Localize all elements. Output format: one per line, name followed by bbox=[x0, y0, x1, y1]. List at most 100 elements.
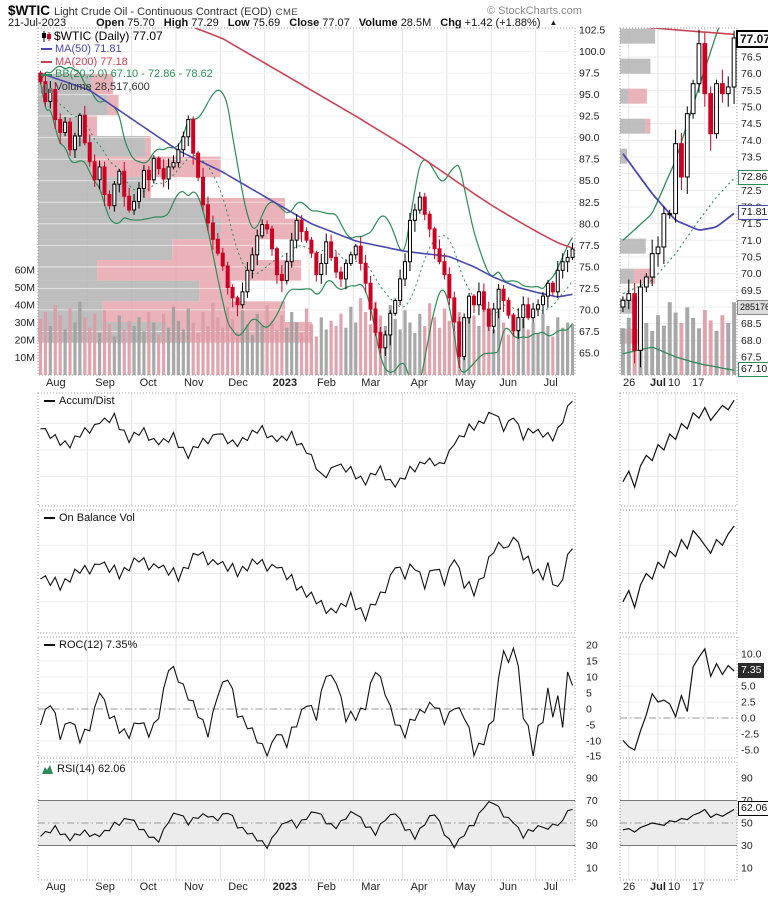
svg-text:0: 0 bbox=[586, 704, 592, 716]
svg-text:10: 10 bbox=[586, 863, 598, 875]
ticker-symbol: $WTIC bbox=[8, 3, 50, 18]
svg-text:-5: -5 bbox=[586, 720, 595, 732]
svg-text:Dec: Dec bbox=[228, 881, 248, 893]
mini-price-panel bbox=[620, 28, 737, 375]
svg-text:65.0: 65.0 bbox=[579, 347, 600, 359]
svg-text:Apr: Apr bbox=[411, 377, 428, 389]
svg-text:10: 10 bbox=[586, 672, 598, 684]
svg-text:68.0: 68.0 bbox=[741, 335, 762, 347]
legend-row: MA(50) 71.81 bbox=[41, 43, 213, 56]
svg-text:Jun: Jun bbox=[499, 377, 517, 389]
svg-text:26: 26 bbox=[623, 377, 635, 389]
quote-line: 21-Jul-2023 Open 75.70 High 77.29 Low 75.69 Clo… bbox=[8, 17, 557, 29]
svg-text:87.5: 87.5 bbox=[579, 154, 600, 166]
svg-text:70.0: 70.0 bbox=[579, 304, 600, 316]
quote-date: 21-Jul-2023 bbox=[8, 16, 67, 29]
svg-text:10: 10 bbox=[741, 863, 753, 875]
accdist-line bbox=[40, 400, 573, 489]
legend-row: $WTIC (Daily) 77.07 bbox=[41, 30, 213, 43]
rsi-value-callout: 62.06 bbox=[738, 801, 768, 817]
area-chart-icon bbox=[42, 765, 53, 774]
svg-text:75.0: 75.0 bbox=[579, 261, 600, 273]
line-swatch-icon bbox=[41, 48, 52, 51]
svg-text:67.5: 67.5 bbox=[579, 326, 600, 338]
price-axis-callout: 77.07 bbox=[736, 30, 768, 48]
svg-text:74.5: 74.5 bbox=[741, 118, 762, 130]
svg-text:90: 90 bbox=[741, 773, 753, 785]
svg-text:-2.5: -2.5 bbox=[741, 729, 759, 741]
svg-text:10.0: 10.0 bbox=[741, 649, 762, 661]
obv-mini-line bbox=[622, 525, 735, 610]
svg-text:73.5: 73.5 bbox=[741, 151, 762, 163]
svg-text:70.5: 70.5 bbox=[741, 251, 762, 263]
svg-text:10: 10 bbox=[668, 377, 680, 389]
line-swatch-icon bbox=[41, 60, 52, 63]
svg-text:Nov: Nov bbox=[184, 881, 204, 893]
svg-text:60M: 60M bbox=[15, 265, 35, 277]
svg-text:82.5: 82.5 bbox=[579, 197, 600, 209]
svg-text:67.5: 67.5 bbox=[741, 351, 762, 363]
svg-text:Feb: Feb bbox=[317, 881, 336, 893]
candlestick-icon bbox=[42, 30, 51, 42]
svg-text:74.0: 74.0 bbox=[741, 135, 762, 147]
legend-row: BB(20,2.0) 67.10 - 72.86 - 78.62 bbox=[41, 68, 213, 81]
svg-text:77.5: 77.5 bbox=[579, 240, 600, 252]
roc-line bbox=[39, 646, 574, 758]
svg-text:75.0: 75.0 bbox=[741, 101, 762, 113]
svg-text:May: May bbox=[455, 377, 476, 389]
svg-text:Oct: Oct bbox=[140, 377, 157, 389]
svg-text:Feb: Feb bbox=[317, 377, 336, 389]
roc-value-callout: 7.35 bbox=[738, 662, 765, 678]
svg-text:70: 70 bbox=[586, 795, 598, 807]
price-axis-callout: 71.81 bbox=[738, 205, 768, 221]
svg-text:71.0: 71.0 bbox=[741, 235, 762, 247]
svg-text:102.5: 102.5 bbox=[579, 25, 605, 37]
svg-text:80.0: 80.0 bbox=[579, 218, 600, 230]
svg-text:-15: -15 bbox=[586, 751, 601, 763]
svg-text:85.0: 85.0 bbox=[579, 175, 600, 187]
svg-text:50M: 50M bbox=[15, 282, 35, 294]
svg-text:2023: 2023 bbox=[273, 377, 297, 389]
svg-text:72.5: 72.5 bbox=[741, 185, 762, 197]
quote-field: Low 75.69 bbox=[227, 16, 281, 29]
svg-text:92.5: 92.5 bbox=[579, 111, 600, 123]
volume-bars-icon bbox=[41, 83, 52, 93]
price-axis-callout: 72.86 bbox=[738, 170, 768, 186]
svg-text:90.0: 90.0 bbox=[579, 132, 600, 144]
obv-line bbox=[40, 536, 573, 623]
svg-text:95.0: 95.0 bbox=[579, 89, 600, 101]
svg-text:97.5: 97.5 bbox=[579, 68, 600, 80]
svg-text:2023: 2023 bbox=[273, 881, 297, 893]
svg-text:10: 10 bbox=[668, 881, 680, 893]
svg-text:40M: 40M bbox=[15, 300, 35, 312]
svg-text:-5.0: -5.0 bbox=[741, 745, 759, 757]
quote-fields: Open 75.70 High 77.29 Low 75.69 Close 77.07 Volu… bbox=[96, 17, 549, 29]
line-swatch-icon bbox=[44, 644, 55, 646]
svg-text:15: 15 bbox=[586, 656, 598, 668]
roc-panel-title: ROC(12) 7.35% bbox=[44, 639, 137, 651]
svg-text:Jun: Jun bbox=[499, 881, 517, 893]
svg-text:Sep: Sep bbox=[95, 377, 115, 389]
svg-text:Oct: Oct bbox=[140, 881, 157, 893]
svg-text:Aug: Aug bbox=[46, 881, 66, 893]
chart-header: $WTIC Light Crude Oil - Continuous Contra… bbox=[8, 3, 298, 18]
quote-field: Close 77.07 bbox=[289, 16, 350, 29]
roc-mini-line bbox=[622, 647, 735, 751]
line-swatch-icon bbox=[44, 517, 55, 519]
price-axis-callout: 67.10 bbox=[738, 362, 768, 378]
exchange-label: CME bbox=[275, 7, 299, 18]
svg-text:70.0: 70.0 bbox=[741, 268, 762, 280]
svg-text:Mar: Mar bbox=[361, 377, 380, 389]
rsi-line bbox=[40, 801, 573, 850]
instrument-name: Light Crude Oil - Continuous Contract (E… bbox=[54, 6, 272, 18]
copyright-label: © StockCharts.com bbox=[487, 5, 582, 17]
svg-text:Aug: Aug bbox=[46, 377, 66, 389]
svg-text:72.5: 72.5 bbox=[579, 283, 600, 295]
up-arrow-icon: ▲ bbox=[549, 17, 558, 27]
svg-text:Jul: Jul bbox=[544, 881, 558, 893]
svg-text:30M: 30M bbox=[15, 317, 35, 329]
svg-text:71.5: 71.5 bbox=[741, 218, 762, 230]
rsi-panel-title: RSI(14) 62.06 bbox=[42, 763, 125, 775]
